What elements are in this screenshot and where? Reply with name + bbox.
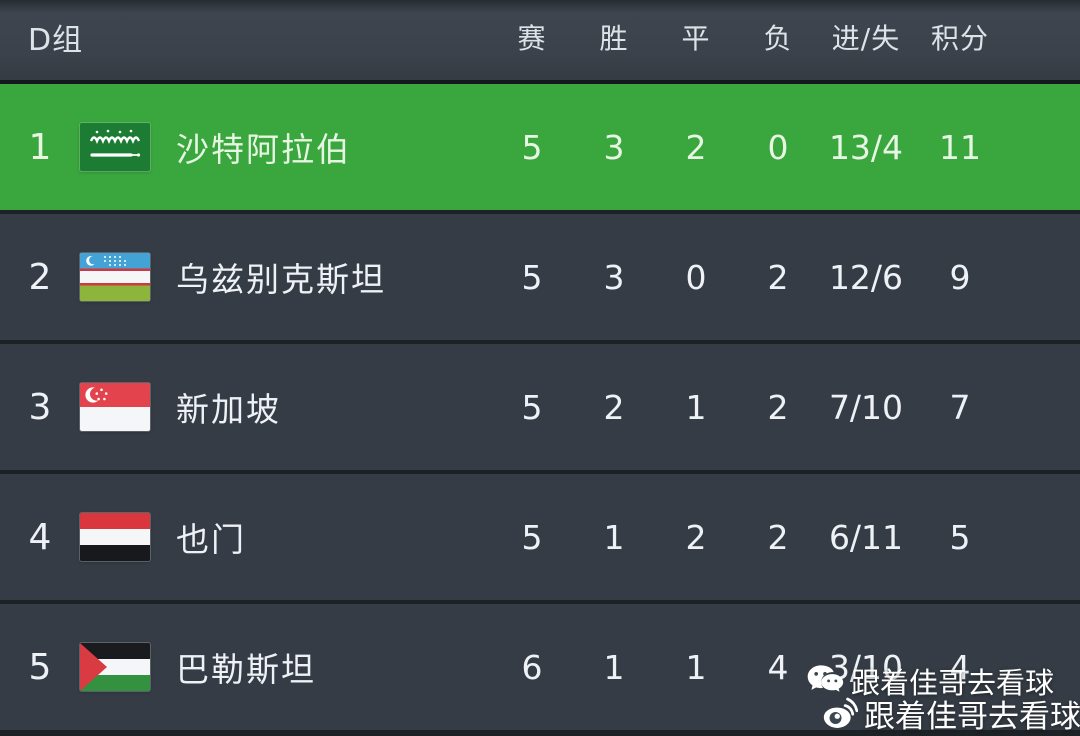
standings-table-body: 1 沙特阿拉伯 5 3 2 0 13/4 11 2 乌兹别克斯坦 5 3 0 2… <box>0 84 1080 730</box>
stat-goals: 7/10 <box>828 387 904 427</box>
stat-drawn: 1 <box>685 387 707 427</box>
flag-cell <box>80 643 176 691</box>
stat-points: 9 <box>949 257 971 297</box>
watermark-line-2: 跟着佳哥去看球 <box>822 691 1080 736</box>
weibo-icon <box>822 697 858 730</box>
stat-played: 5 <box>521 257 543 297</box>
stat-played: 5 <box>521 387 543 427</box>
col-drawn: 平 <box>681 22 711 55</box>
watermark-line-1: 跟着佳哥去看球 <box>806 660 1054 702</box>
team-name: 沙特阿拉伯 <box>176 130 351 169</box>
team-name: 新加坡 <box>176 390 281 429</box>
rank-number: 1 <box>28 126 52 168</box>
stat-lost: 4 <box>767 647 789 687</box>
standings-row: 2 乌兹别克斯坦 5 3 0 2 12/6 9 <box>0 214 1080 340</box>
stat-played: 6 <box>521 647 543 687</box>
watermark-text-2: 跟着佳哥去看球 <box>864 699 1080 735</box>
flag-cell <box>80 253 176 301</box>
stat-lost: 2 <box>767 257 789 297</box>
stat-drawn: 0 <box>685 257 707 297</box>
table-header: D组 赛 胜 平 负 进/失 积分 <box>0 0 1080 84</box>
singapore-flag-icon <box>80 383 150 431</box>
stat-won: 2 <box>603 387 625 427</box>
stat-lost: 0 <box>767 127 789 167</box>
palestine-flag-icon <box>80 643 150 691</box>
flag-cell <box>80 513 176 561</box>
team-name: 巴勒斯坦 <box>176 650 316 689</box>
stat-points: 5 <box>949 517 971 557</box>
stat-drawn: 2 <box>685 517 707 557</box>
stat-played: 5 <box>521 127 543 167</box>
watermark-text-1: 跟着佳哥去看球 <box>851 666 1055 700</box>
team-name: 也门 <box>176 520 246 559</box>
col-lost: 负 <box>763 22 793 55</box>
stat-goals: 6/11 <box>828 517 904 557</box>
rank-number: 3 <box>28 386 52 428</box>
stat-lost: 2 <box>767 387 789 427</box>
rank-number: 4 <box>28 516 52 558</box>
stat-played: 5 <box>521 517 543 557</box>
flag-cell <box>80 383 176 431</box>
stat-goals: 12/6 <box>828 257 904 297</box>
flag-cell <box>80 123 176 171</box>
rank-number: 2 <box>28 256 52 298</box>
wechat-icon <box>806 664 844 698</box>
uzbekistan-flag-icon <box>80 253 150 301</box>
stat-drawn: 2 <box>685 127 707 167</box>
standings-row: 3 新加坡 5 2 1 2 7/10 7 <box>0 344 1080 470</box>
col-won: 胜 <box>599 22 629 55</box>
col-played: 赛 <box>517 22 547 55</box>
stat-goals: 13/4 <box>828 127 904 167</box>
stat-points: 4 <box>949 647 971 687</box>
team-name: 乌兹别克斯坦 <box>176 260 386 299</box>
stat-won: 1 <box>603 647 625 687</box>
standings-row: 4 也门 5 1 2 2 6/11 5 <box>0 474 1080 600</box>
col-points: 积分 <box>930 22 989 55</box>
group-title: D组 <box>28 23 84 58</box>
stat-points: 11 <box>939 127 981 167</box>
stat-points: 7 <box>949 387 971 427</box>
saudi-arabia-flag-icon <box>80 123 150 171</box>
stat-drawn: 1 <box>685 647 707 687</box>
standings-row: 1 沙特阿拉伯 5 3 2 0 13/4 11 <box>0 84 1080 210</box>
standings-row: 5 巴勒斯坦 6 1 1 4 3/10 4 <box>0 604 1080 730</box>
rank-number: 5 <box>28 646 52 688</box>
col-goals: 进/失 <box>831 22 901 55</box>
stat-won: 3 <box>603 257 625 297</box>
stat-lost: 2 <box>767 517 789 557</box>
yemen-flag-icon <box>80 513 150 561</box>
stat-won: 3 <box>603 127 625 167</box>
stat-won: 1 <box>603 517 625 557</box>
